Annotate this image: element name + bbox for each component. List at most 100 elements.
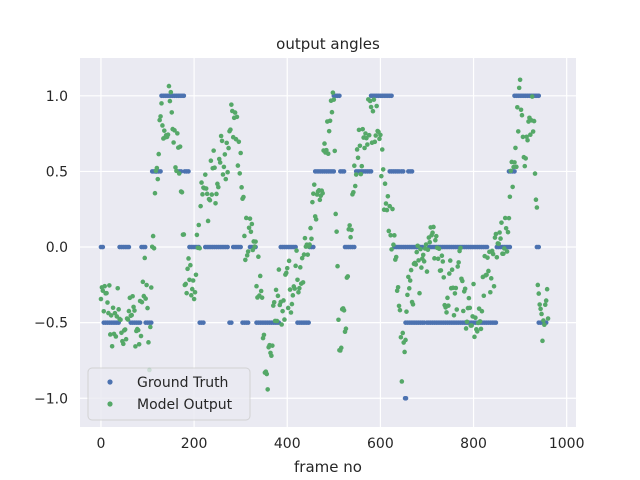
model-output-point	[463, 326, 469, 331]
model-output-point	[275, 293, 281, 299]
model-output-point	[107, 332, 113, 337]
model-output-point	[256, 254, 261, 259]
model-output-point	[440, 259, 446, 264]
model-output-point	[456, 260, 461, 265]
model-output-point	[488, 276, 494, 281]
model-output-point	[221, 164, 227, 170]
model-output-point	[320, 190, 325, 196]
model-output-point	[259, 295, 265, 300]
model-output-point	[168, 89, 174, 95]
model-output-point	[356, 127, 362, 133]
model-output-point	[107, 283, 112, 288]
model-output-point	[181, 232, 187, 237]
model-output-point	[257, 273, 263, 279]
model-output-point	[405, 292, 410, 298]
model-output-point	[520, 134, 526, 140]
model-output-point	[253, 239, 258, 244]
model-output-point	[125, 317, 131, 322]
model-output-point	[165, 132, 171, 137]
model-output-point	[189, 293, 194, 298]
model-output-point	[505, 229, 511, 235]
model-output-point	[364, 135, 369, 141]
model-output-point	[484, 272, 489, 278]
model-output-point	[352, 163, 357, 168]
model-output-point	[282, 317, 287, 322]
ground-truth-points	[98, 93, 549, 401]
model-output-point	[349, 227, 354, 233]
model-output-point	[423, 242, 429, 247]
model-output-point	[156, 151, 162, 157]
model-output-point	[209, 192, 215, 197]
model-output-point	[427, 239, 433, 245]
model-output-point	[460, 308, 466, 314]
model-output-point	[273, 287, 279, 293]
model-output-point	[530, 129, 536, 134]
model-output-point	[471, 281, 476, 287]
model-output-point	[462, 286, 468, 292]
model-output-point	[373, 133, 379, 138]
model-output-point	[446, 303, 451, 308]
model-output-point	[205, 218, 211, 224]
model-output-point	[110, 305, 116, 311]
model-output-point	[420, 252, 426, 258]
model-output-point	[503, 226, 509, 231]
ground-truth-point	[238, 244, 243, 250]
ground-truth-point	[331, 169, 337, 174]
model-output-point	[372, 139, 378, 145]
model-output-point	[235, 163, 241, 168]
model-output-point	[296, 289, 301, 295]
model-output-point	[234, 114, 240, 120]
model-output-point	[199, 180, 204, 185]
model-output-point	[269, 353, 274, 359]
ground-truth-point	[306, 320, 311, 325]
model-output-point	[198, 203, 203, 209]
model-output-point	[299, 255, 305, 261]
model-output-point	[246, 225, 252, 231]
model-output-point	[169, 110, 175, 115]
x-tick-labels: 0 200 400 600 800 1000	[96, 436, 584, 452]
model-output-point	[219, 138, 225, 144]
model-output-point	[514, 164, 519, 170]
model-output-point	[464, 319, 470, 325]
model-output-point	[354, 147, 360, 152]
model-output-point	[102, 283, 107, 289]
model-output-point	[133, 344, 138, 349]
model-output-point	[327, 118, 333, 124]
model-output-point	[477, 319, 483, 324]
model-output-point	[479, 308, 485, 314]
model-output-point	[185, 266, 190, 272]
model-output-point	[380, 167, 386, 172]
model-output-point	[455, 264, 461, 269]
model-output-point	[281, 298, 286, 303]
model-output-point	[109, 344, 115, 349]
model-output-point	[311, 191, 316, 196]
model-output-point	[98, 296, 104, 302]
x-tick-label: 0	[96, 436, 105, 452]
model-output-point	[171, 140, 176, 145]
model-output-point	[445, 295, 450, 301]
model-output-point	[158, 114, 163, 119]
model-output-point	[368, 104, 374, 110]
model-output-point	[391, 242, 396, 248]
model-output-point	[537, 302, 542, 307]
model-output-point	[402, 349, 407, 355]
model-output-point	[478, 326, 484, 332]
model-output-point	[152, 190, 158, 196]
model-output-point	[179, 190, 185, 195]
model-output-point	[517, 77, 523, 83]
chart-title: output angles	[276, 35, 380, 53]
ground-truth-point	[137, 320, 143, 325]
model-output-point	[115, 285, 121, 291]
model-output-point	[454, 307, 460, 312]
model-output-point	[245, 249, 251, 254]
model-output-point	[348, 234, 353, 240]
model-output-point	[389, 247, 394, 252]
model-output-point	[186, 256, 191, 261]
model-output-point	[336, 317, 341, 323]
model-output-point	[242, 233, 247, 239]
model-output-point	[498, 236, 503, 241]
model-output-point	[501, 251, 506, 257]
x-tick-label: 200	[181, 436, 208, 452]
model-output-point	[507, 194, 513, 200]
